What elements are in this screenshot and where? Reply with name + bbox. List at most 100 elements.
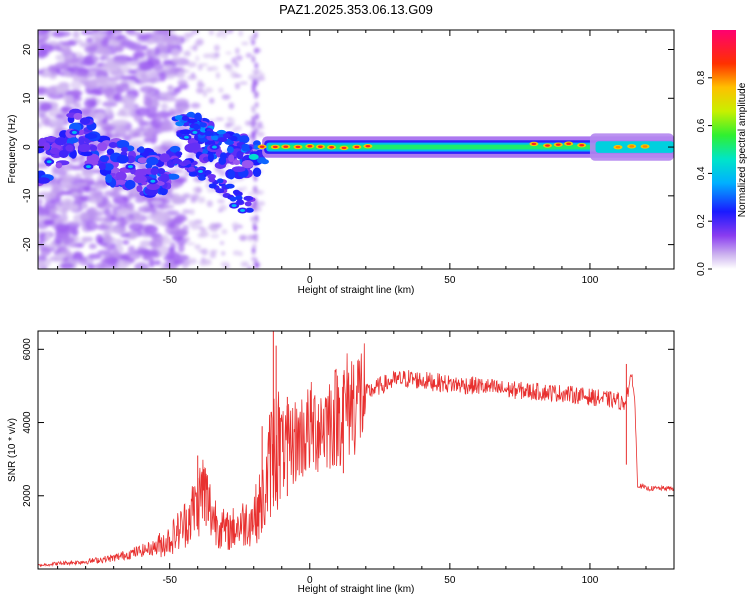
noise-blob bbox=[47, 64, 58, 73]
noise-blob bbox=[241, 41, 249, 46]
noise-blob bbox=[186, 61, 197, 68]
noise-blob bbox=[176, 71, 186, 80]
noise-blob bbox=[115, 238, 123, 247]
noise-blob bbox=[105, 221, 114, 227]
track-blob bbox=[244, 201, 252, 207]
hotspot bbox=[71, 130, 77, 134]
hotspot bbox=[127, 165, 133, 169]
noise-blob bbox=[80, 236, 88, 245]
noise-blob bbox=[222, 34, 227, 39]
noise-blob bbox=[38, 259, 46, 269]
noise-blob bbox=[133, 211, 142, 221]
noise-blob bbox=[60, 190, 72, 196]
track-blob bbox=[232, 189, 241, 195]
track-blob bbox=[45, 136, 58, 143]
track-blob bbox=[77, 143, 91, 153]
noise-blob bbox=[221, 228, 228, 235]
noise-blob bbox=[161, 140, 175, 146]
track-blob bbox=[133, 175, 147, 184]
noise-blob bbox=[38, 49, 49, 58]
noise-blob bbox=[208, 225, 216, 231]
noise-blob bbox=[254, 62, 259, 69]
track-blob bbox=[187, 166, 196, 172]
hotspot bbox=[198, 169, 204, 173]
noise-blob bbox=[84, 46, 98, 53]
noise-blob bbox=[88, 194, 103, 204]
snr-xlabel: Height of straight line (km) bbox=[298, 584, 415, 595]
track-blob bbox=[207, 174, 216, 180]
track-blob bbox=[146, 156, 159, 166]
band-peak bbox=[555, 143, 561, 146]
noise-blob bbox=[152, 92, 160, 102]
band-peak bbox=[318, 145, 323, 148]
noise-blob bbox=[215, 117, 225, 121]
noise-blob bbox=[238, 234, 248, 241]
track-blob bbox=[108, 141, 118, 148]
track-blob bbox=[116, 139, 130, 149]
noise-blob bbox=[54, 61, 69, 70]
noise-blob bbox=[194, 41, 202, 47]
hotspot bbox=[150, 179, 156, 183]
noise-blob bbox=[257, 72, 265, 78]
track-blob bbox=[146, 183, 160, 191]
spectrogram-band bbox=[248, 133, 674, 165]
track-blob bbox=[166, 173, 180, 180]
noise-blob bbox=[144, 255, 154, 261]
noise-blob bbox=[74, 172, 82, 179]
noise-blob bbox=[98, 49, 112, 55]
noise-blob bbox=[228, 102, 235, 110]
noise-blob bbox=[70, 90, 82, 96]
noise-blob bbox=[93, 112, 106, 121]
track-blob bbox=[69, 137, 79, 144]
track-blob bbox=[231, 166, 246, 173]
noise-blob bbox=[198, 63, 209, 67]
noise-blob bbox=[84, 98, 97, 109]
colorbar-gradient bbox=[712, 30, 736, 269]
track-blob bbox=[225, 183, 235, 189]
noise-blob bbox=[251, 105, 256, 112]
noise-blob bbox=[111, 247, 119, 258]
noise-blob bbox=[134, 198, 146, 203]
noise-blob bbox=[75, 188, 85, 194]
track-blob bbox=[78, 136, 85, 145]
noise-blob bbox=[80, 211, 90, 221]
noise-blob bbox=[198, 260, 208, 267]
track-blob bbox=[228, 154, 235, 163]
noise-blob bbox=[187, 257, 197, 265]
noise-blob bbox=[254, 91, 259, 98]
noise-blob bbox=[184, 236, 190, 242]
track-blob bbox=[243, 195, 254, 201]
noise-blob bbox=[38, 232, 47, 243]
track-blob bbox=[175, 151, 183, 157]
noise-blob bbox=[38, 69, 45, 75]
noise-blob bbox=[163, 63, 175, 69]
noise-blob bbox=[91, 30, 100, 34]
noise-blob bbox=[126, 231, 137, 239]
noise-blob bbox=[173, 87, 182, 94]
track-blob bbox=[236, 150, 244, 160]
snr-xtick-label: -50 bbox=[162, 575, 177, 586]
noise-blob bbox=[254, 127, 259, 134]
noise-blob bbox=[52, 45, 61, 50]
noise-blob bbox=[150, 118, 163, 129]
noise-blob bbox=[183, 50, 191, 57]
hotspot bbox=[240, 208, 246, 212]
track-blob bbox=[252, 167, 262, 177]
track-blob bbox=[208, 183, 217, 189]
noise-blob bbox=[141, 44, 149, 51]
noise-blob bbox=[238, 30, 244, 37]
noise-blob bbox=[192, 44, 198, 52]
band-peak bbox=[341, 146, 347, 150]
noise-blob bbox=[57, 168, 68, 177]
noise-blob bbox=[206, 200, 213, 208]
noise-blob bbox=[128, 61, 142, 66]
snr-ylabel: SNR (10 * v/v) bbox=[7, 418, 18, 482]
noise-blob bbox=[201, 248, 209, 256]
spectrogram-ticks: -50 0 50 100 -20 -10 0 10 20 bbox=[22, 30, 675, 286]
track-blob bbox=[218, 156, 227, 165]
band-dip bbox=[260, 159, 269, 165]
noise-blob bbox=[128, 222, 145, 231]
noise-blob bbox=[248, 74, 256, 81]
noise-blob bbox=[81, 168, 94, 179]
noise-blob bbox=[55, 223, 70, 233]
